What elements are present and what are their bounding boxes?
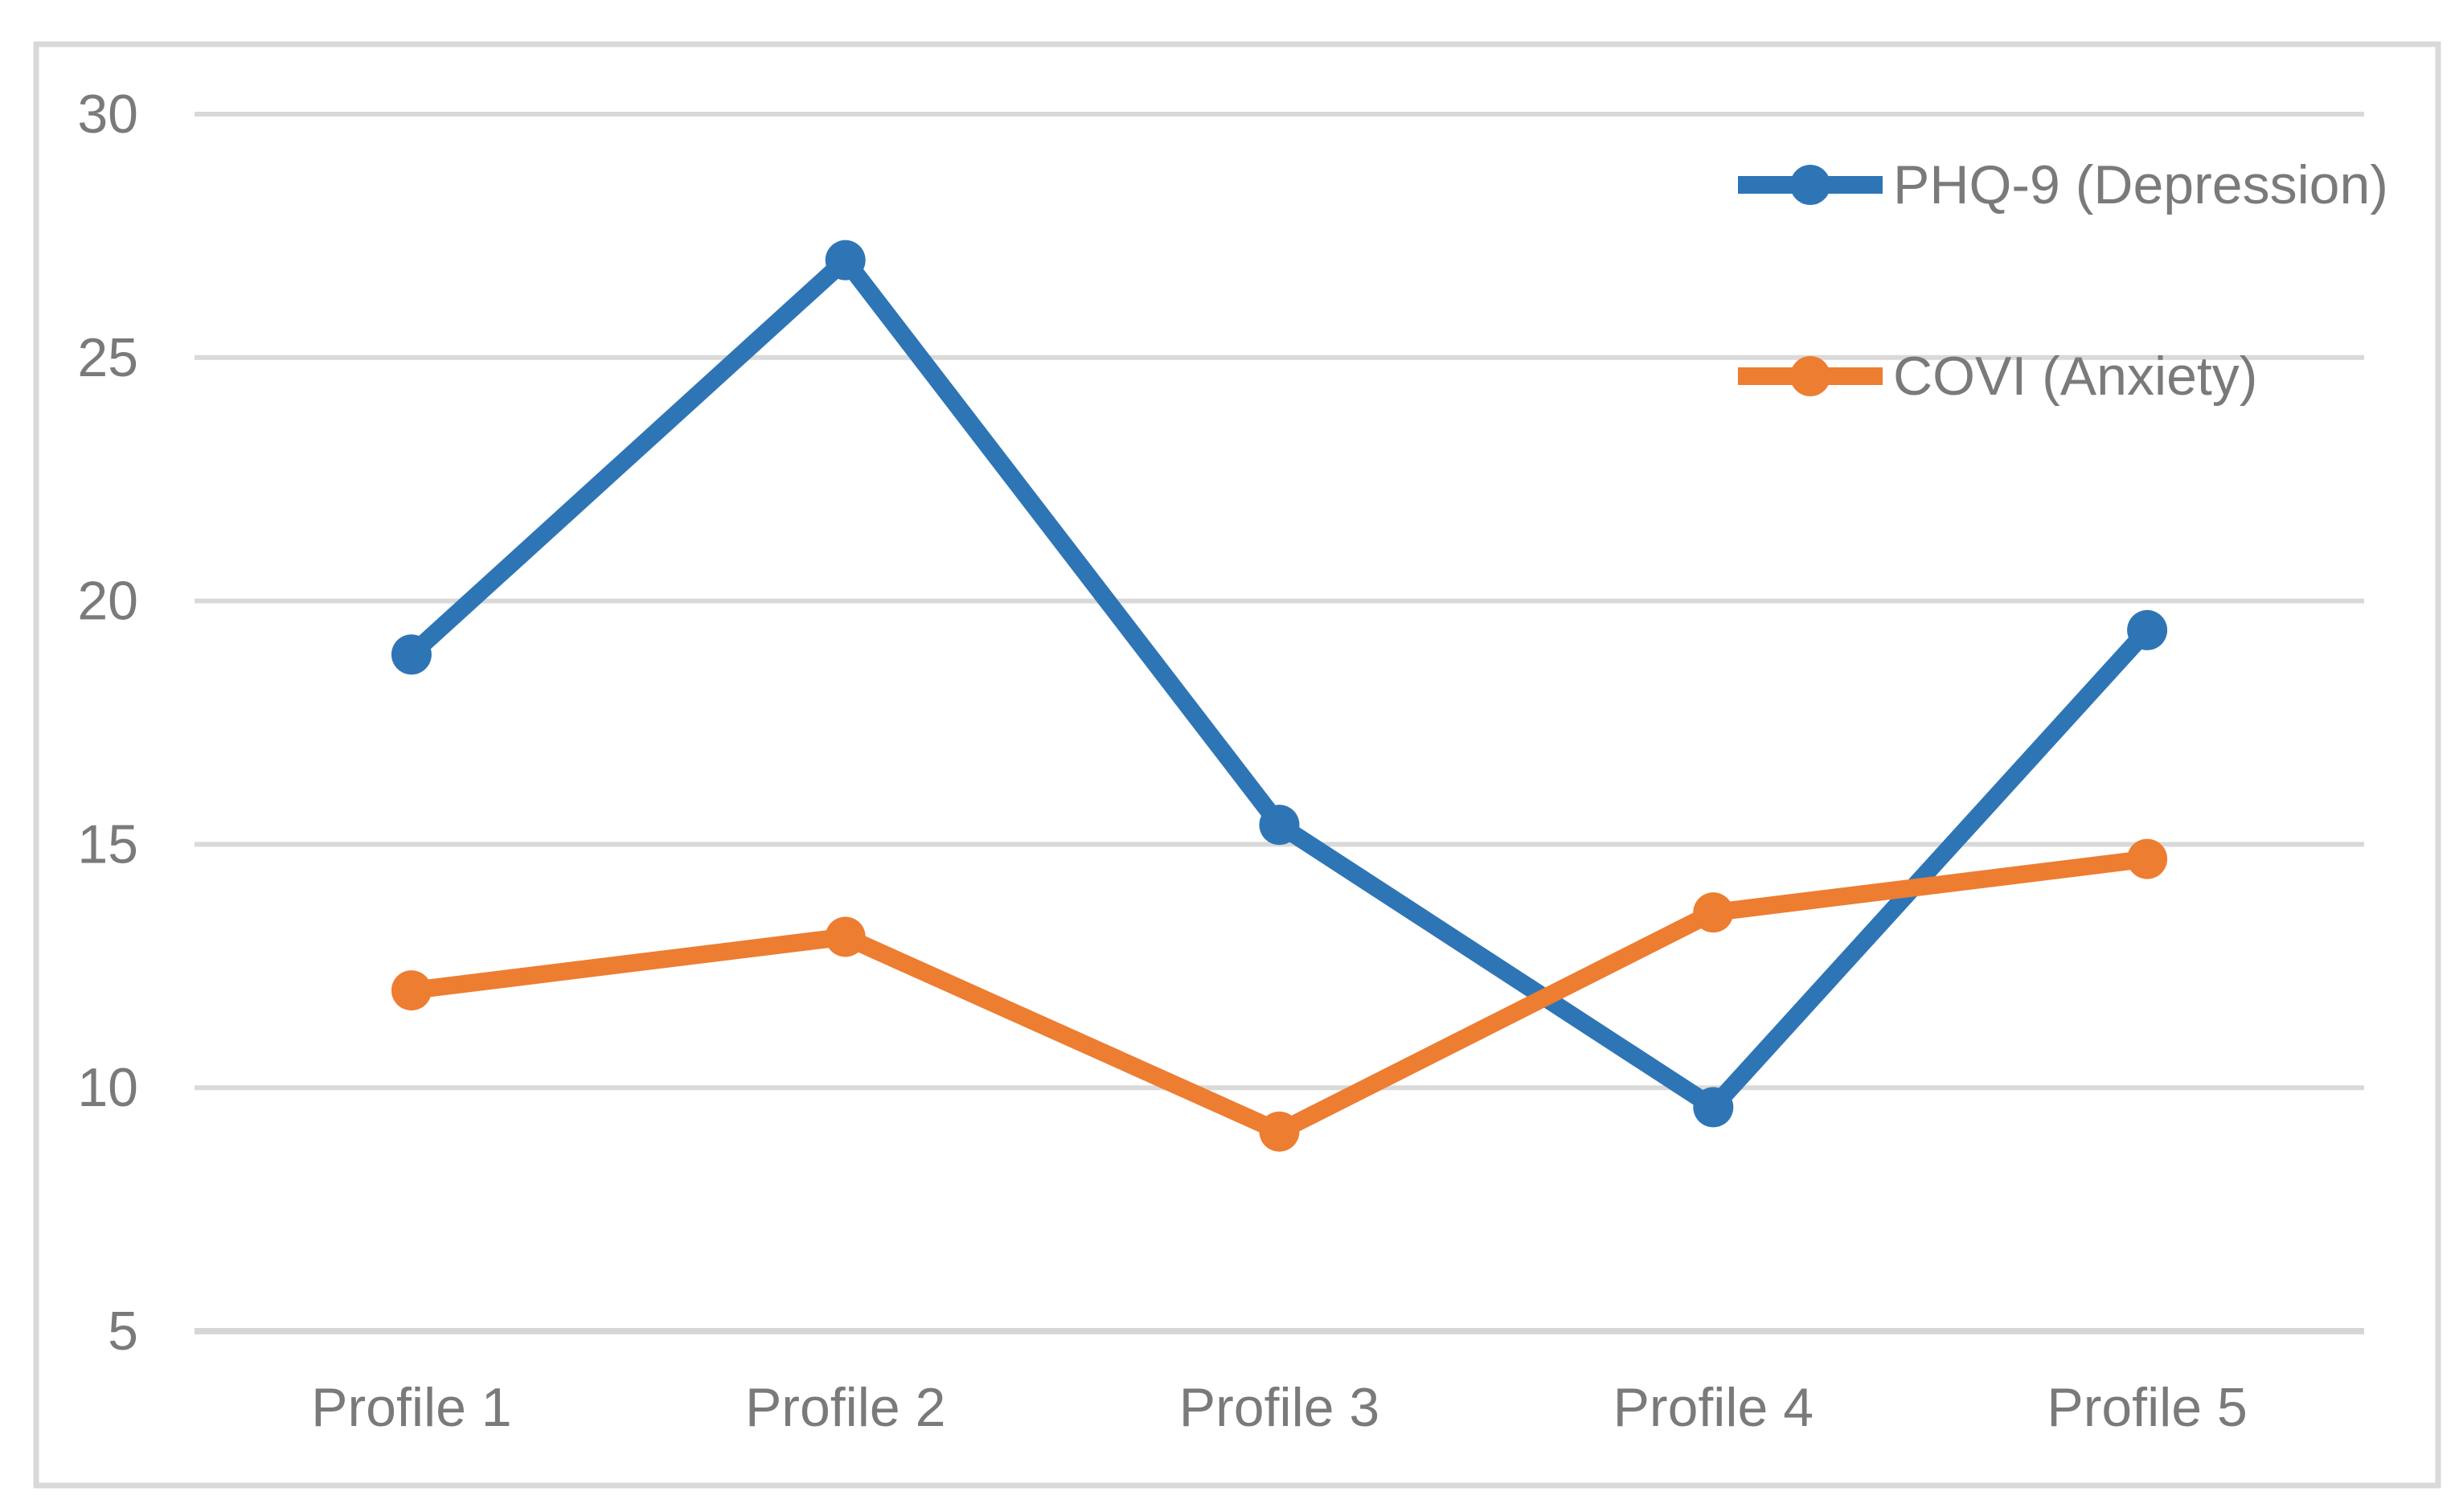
data-point-marker-phq-9-depression [1259, 805, 1300, 846]
y-axis-tick-label: 25 [77, 327, 138, 388]
data-point-marker-covi-anxiety [2127, 838, 2168, 879]
data-point-marker-covi-anxiety [391, 970, 432, 1011]
data-point-marker-covi-anxiety [825, 916, 866, 957]
y-axis-tick-label: 10 [77, 1057, 138, 1118]
legend-swatch-marker-covi-anxiety [1790, 356, 1830, 396]
data-point-marker-covi-anxiety [1693, 892, 1734, 933]
y-axis-tick-label: 20 [77, 571, 138, 632]
y-axis-tick-label: 5 [108, 1301, 138, 1362]
legend-swatch-marker-phq-9-depression [1790, 165, 1830, 205]
x-axis-category-label: Profile 4 [1613, 1377, 1814, 1438]
x-axis-category-label: Profile 2 [745, 1377, 945, 1438]
data-point-marker-phq-9-depression [1693, 1087, 1734, 1128]
y-axis-tick-label: 30 [77, 84, 138, 145]
data-point-marker-phq-9-depression [825, 240, 866, 281]
x-axis-category-label: Profile 3 [1179, 1377, 1379, 1438]
legend-item-covi-anxiety: COVI (Anxiety) [1738, 346, 2257, 407]
data-point-marker-covi-anxiety [1259, 1111, 1300, 1152]
y-axis-tick-label: 15 [77, 813, 138, 875]
chart-border [33, 41, 2441, 1489]
x-axis-category-label: Profile 5 [2047, 1377, 2247, 1438]
legend-label-covi-anxiety: COVI (Anxiety) [1893, 346, 2257, 407]
data-point-marker-phq-9-depression [391, 634, 432, 675]
data-point-marker-phq-9-depression [2127, 609, 2168, 650]
x-axis-category-label: Profile 1 [311, 1377, 511, 1438]
legend-item-phq-9-depression: PHQ-9 (Depression) [1738, 154, 2388, 215]
legend-label-phq-9-depression: PHQ-9 (Depression) [1893, 154, 2388, 215]
